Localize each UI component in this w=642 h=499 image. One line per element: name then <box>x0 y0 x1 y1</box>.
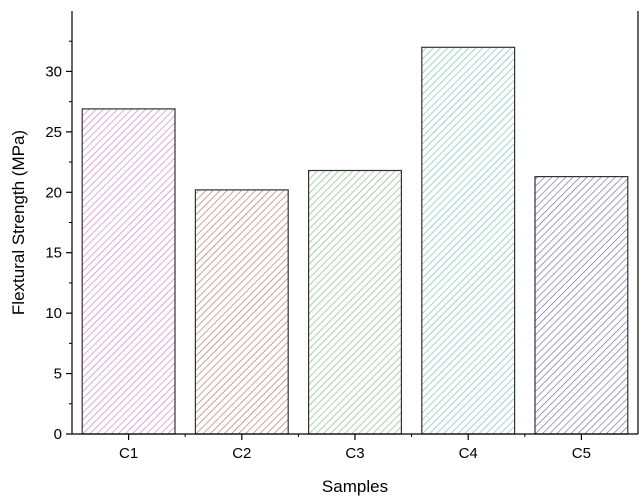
x-tick-label: C1 <box>119 445 138 462</box>
y-tick-label: 0 <box>54 426 62 443</box>
bar-c3 <box>308 169 403 435</box>
x-tick-label: C4 <box>459 445 478 462</box>
x-tick-label: C5 <box>572 445 591 462</box>
y-tick-label: 30 <box>45 63 62 80</box>
y-axis-title: Flextural Strength (MPa) <box>9 130 28 315</box>
y-tick-label: 15 <box>45 245 62 262</box>
bar-c1 <box>81 108 176 435</box>
bar-c2 <box>194 189 289 435</box>
y-tick-label: 25 <box>45 124 62 141</box>
x-tick-label: C3 <box>345 445 364 462</box>
x-tick-label: C2 <box>232 445 251 462</box>
y-tick-label: 20 <box>45 184 62 201</box>
y-tick-label: 5 <box>54 366 62 383</box>
bar-c5 <box>534 176 629 435</box>
ticks: 0 5 10 15 20 25 30 C1 C2 C3 C4 C5 <box>45 40 591 462</box>
x-axis-title: Samples <box>322 477 388 496</box>
bars <box>81 46 629 435</box>
bar-c4 <box>421 46 516 435</box>
y-tick-label: 10 <box>45 305 62 322</box>
